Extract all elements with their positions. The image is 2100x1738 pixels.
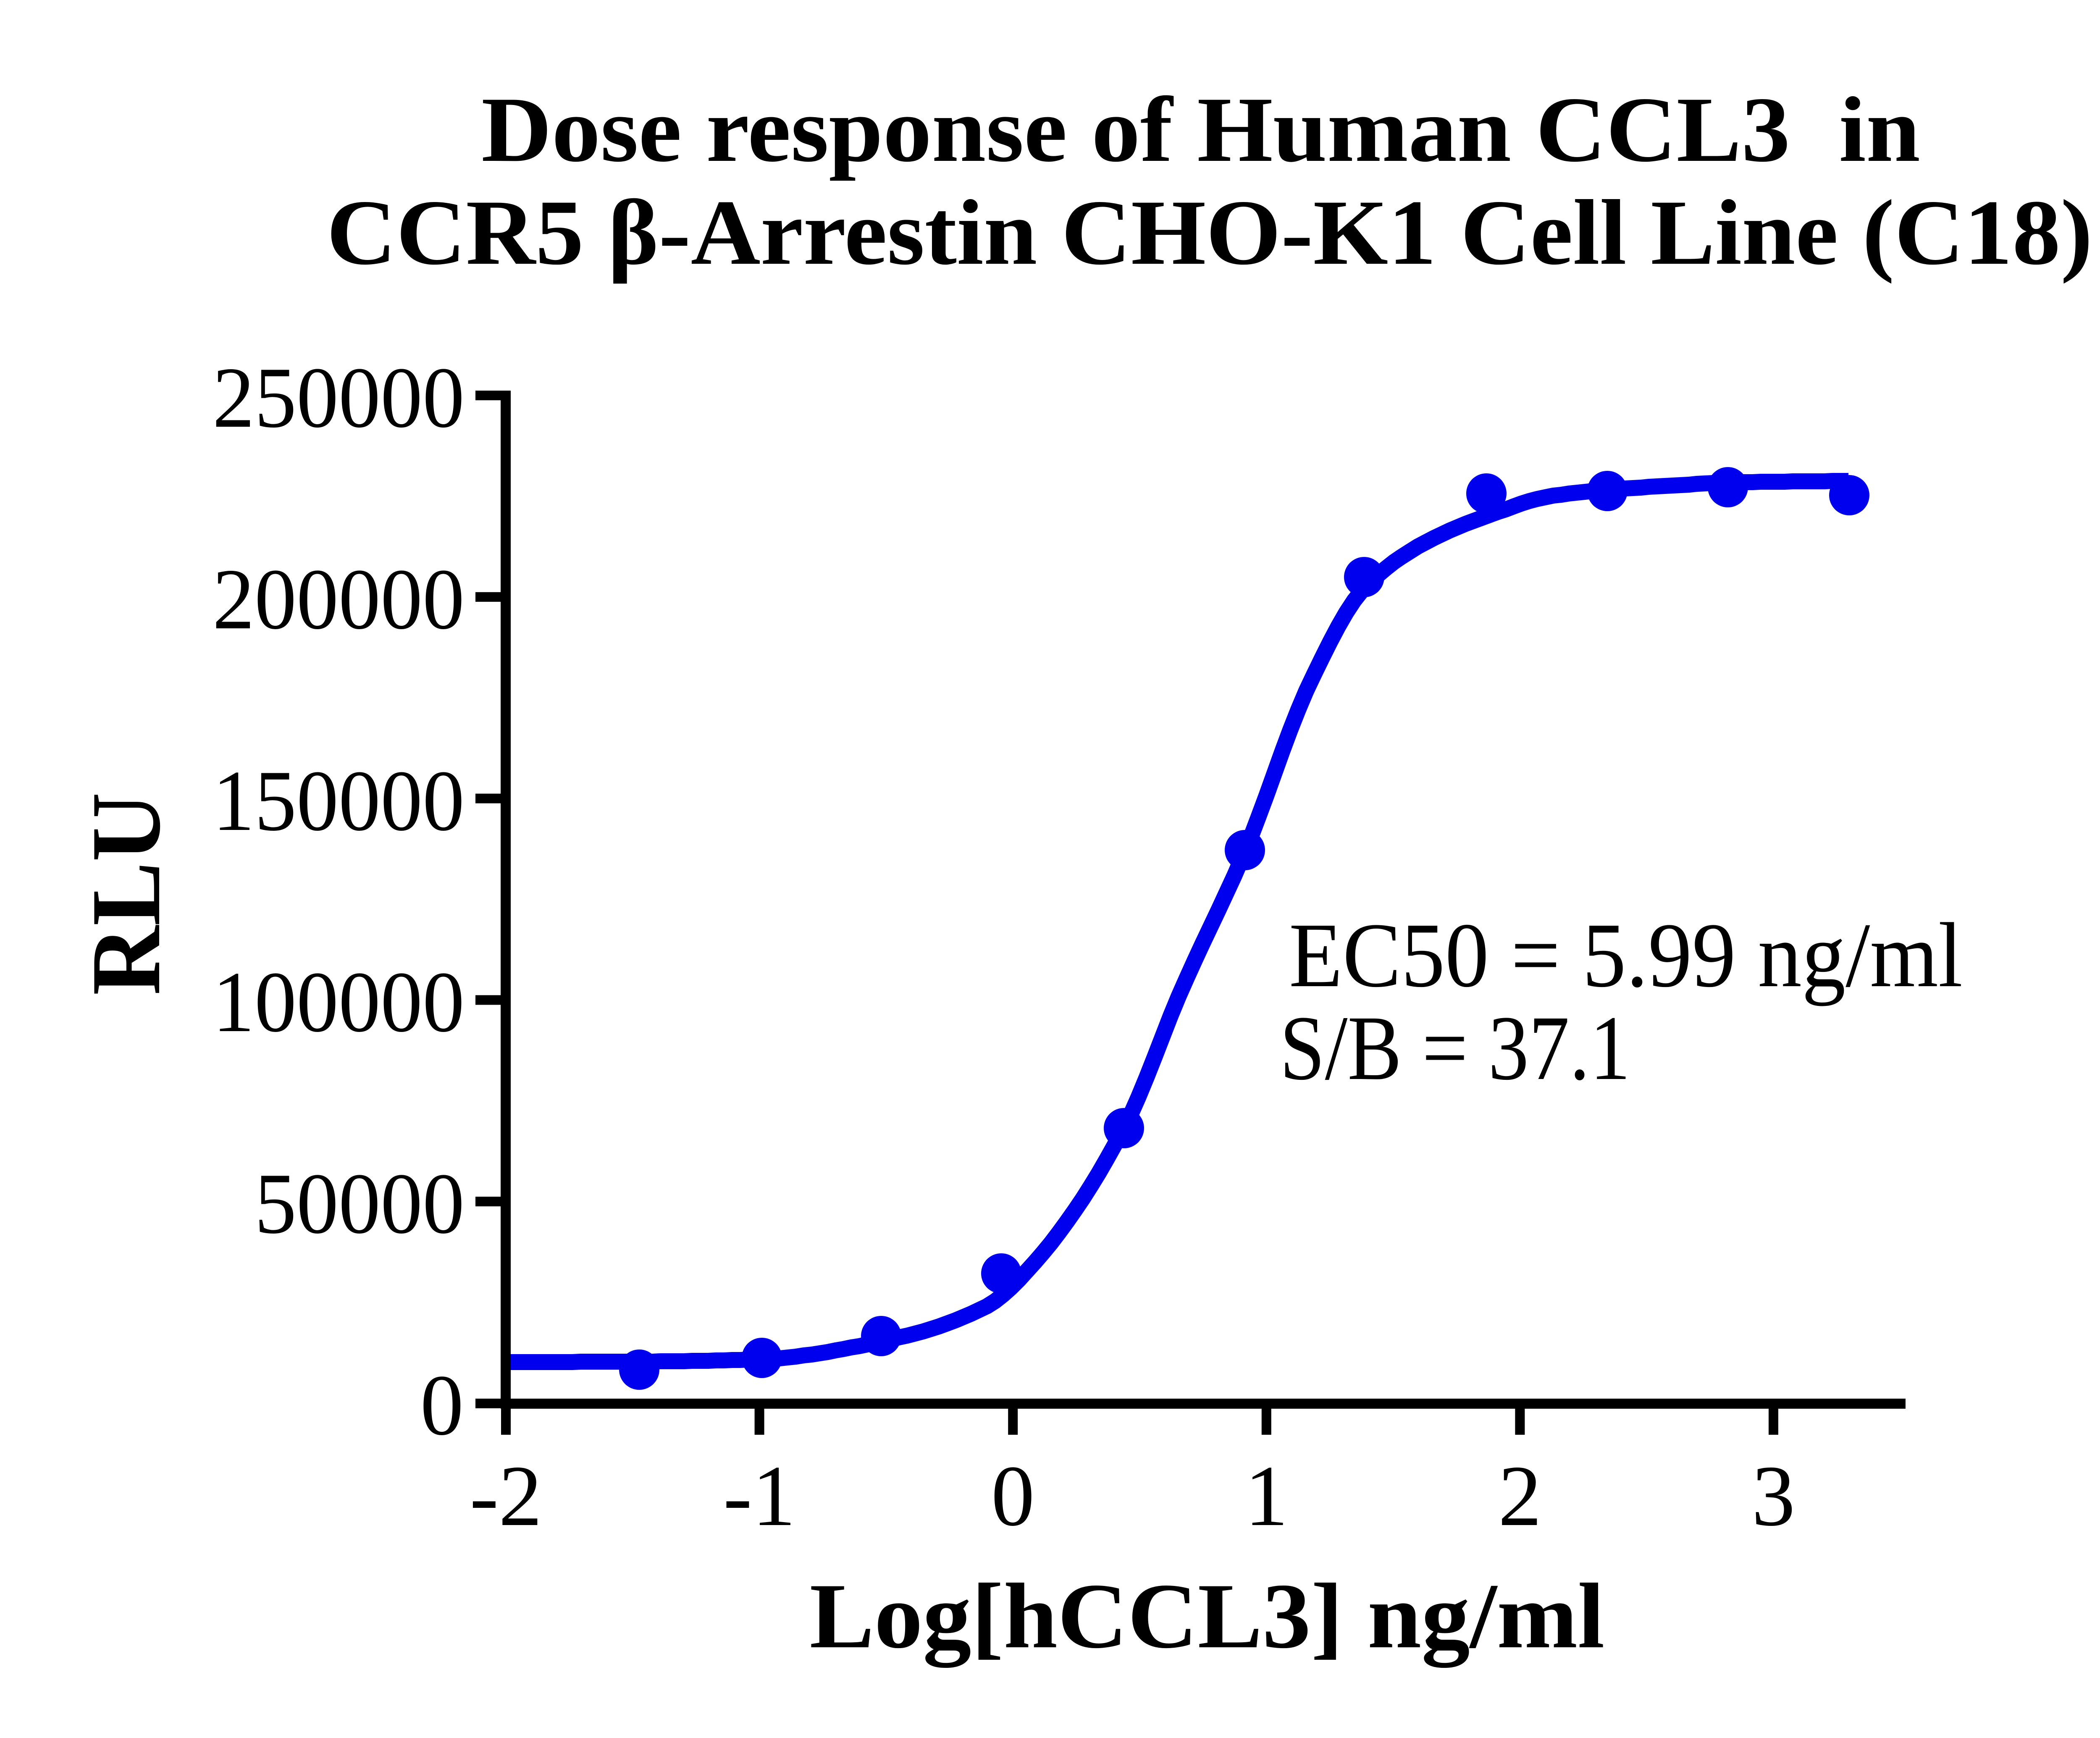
svg-text:S/B = 37.1: S/B = 37.1	[1280, 997, 1630, 1099]
svg-text:RLU: RLU	[71, 793, 181, 995]
svg-text:100000: 100000	[213, 954, 465, 1050]
svg-text:3: 3	[1752, 1448, 1796, 1544]
svg-text:EC50 = 5.99 ng/ml: EC50 = 5.99 ng/ml	[1289, 904, 1963, 1006]
svg-text:0: 0	[420, 1357, 464, 1453]
svg-text:0: 0	[991, 1448, 1035, 1544]
svg-text:2: 2	[1498, 1448, 1542, 1544]
svg-text:-1: -1	[723, 1448, 795, 1544]
svg-text:250000: 250000	[213, 349, 465, 446]
svg-text:Dose response of Human CCL3 i: Dose response of Human CCL3 in	[481, 78, 1920, 181]
svg-text:150000: 150000	[213, 753, 465, 849]
svg-text:-2: -2	[470, 1448, 542, 1544]
svg-text:Log[hCCL3] ng/ml: Log[hCCL3] ng/ml	[810, 1565, 1605, 1668]
svg-text:200000: 200000	[213, 551, 465, 647]
svg-text:1: 1	[1245, 1448, 1289, 1544]
svg-text:CCR5 β-Arrestin CHO-K1 Cell Li: CCR5 β-Arrestin CHO-K1 Cell Line (C18)	[327, 181, 2093, 284]
svg-text:50000: 50000	[255, 1155, 465, 1252]
